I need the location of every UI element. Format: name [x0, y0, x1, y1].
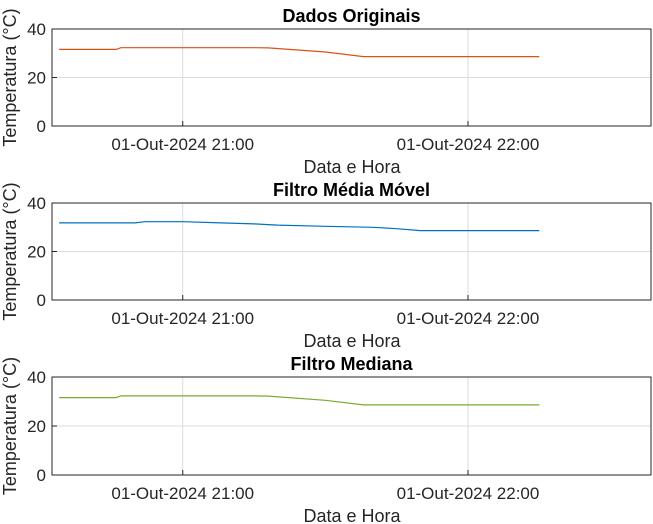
data-series-line — [59, 221, 540, 232]
y-axis-label: Temperatura (°C) — [0, 182, 20, 320]
chart-panel-3: Filtro Mediana 01-Out-2024 21:00 01-Out-20… — [0, 354, 652, 524]
chart-title: Filtro Mediana — [290, 354, 413, 374]
x-tick-label: 01-Out-2024 21:00 — [111, 309, 254, 328]
y-axis-label: Temperatura (°C) — [0, 8, 20, 146]
y-tick-label: 20 — [27, 417, 46, 436]
x-tick-label: 01-Out-2024 22:00 — [397, 309, 540, 328]
x-tick-label: 01-Out-2024 22:00 — [397, 135, 540, 154]
chart-title: Dados Originais — [282, 6, 420, 26]
y-tick-label: 40 — [27, 368, 46, 387]
plot-frame — [51, 28, 652, 127]
y-tick-label: 0 — [37, 291, 46, 310]
y-tick-label: 0 — [37, 117, 46, 136]
plot-frame — [51, 202, 652, 301]
x-axis-label: Data e Hora — [303, 331, 401, 351]
data-series-line — [59, 47, 540, 58]
y-axis-label: Temperatura (°C) — [0, 357, 20, 495]
x-axis-label: Data e Hora — [303, 506, 401, 524]
x-tick-label: 01-Out-2024 21:00 — [111, 135, 254, 154]
x-axis-label: Data e Hora — [303, 157, 401, 177]
x-tick-label: 01-Out-2024 21:00 — [111, 484, 254, 503]
y-tick-label: 40 — [27, 194, 46, 213]
x-tick-label: 01-Out-2024 22:00 — [397, 484, 540, 503]
plot-frame — [51, 376, 652, 476]
data-series-line — [59, 395, 540, 406]
chart-title: Filtro Média Móvel — [273, 180, 430, 200]
y-tick-label: 20 — [27, 69, 46, 88]
y-tick-label: 0 — [37, 466, 46, 485]
chart-panel-2: Filtro Média Móvel 01-Out-2024 21:00 01-Ou… — [0, 180, 652, 351]
y-tick-label: 40 — [27, 20, 46, 39]
y-tick-label: 20 — [27, 243, 46, 262]
chart-panel-1: Dados Originais 01-Out-2024 21:00 01-Out-2… — [0, 6, 652, 177]
